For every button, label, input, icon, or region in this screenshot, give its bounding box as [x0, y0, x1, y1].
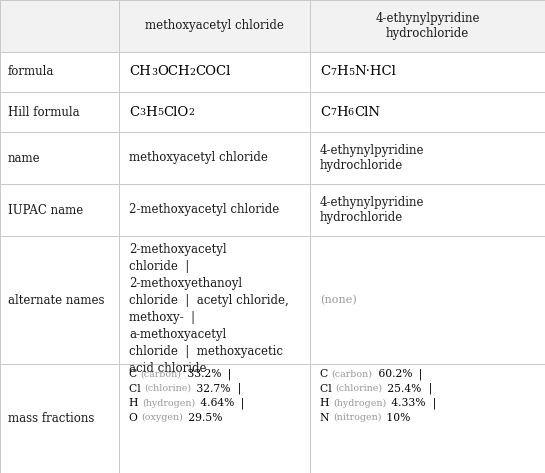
- Text: H: H: [320, 398, 333, 408]
- Text: N·HCl: N·HCl: [354, 65, 396, 79]
- Bar: [0, 0, 545, 52]
- Text: Cl: Cl: [129, 384, 144, 394]
- Text: COCl: COCl: [196, 65, 231, 79]
- Text: N: N: [320, 412, 333, 422]
- Text: ClO: ClO: [163, 105, 188, 119]
- Text: H: H: [336, 65, 348, 79]
- Text: methoxyacetyl chloride: methoxyacetyl chloride: [129, 151, 268, 165]
- Text: C: C: [320, 369, 331, 379]
- Text: C: C: [129, 105, 139, 119]
- Text: 25.4%: 25.4%: [384, 384, 422, 394]
- Text: 32.7%: 32.7%: [193, 384, 231, 394]
- Text: |: |: [234, 397, 245, 409]
- Text: 5: 5: [157, 108, 163, 117]
- Text: 3: 3: [139, 108, 146, 117]
- Text: mass fractions: mass fractions: [8, 412, 94, 425]
- Text: (hydrogen): (hydrogen): [142, 398, 195, 408]
- Text: 6: 6: [348, 108, 354, 117]
- Text: (chlorine): (chlorine): [335, 384, 382, 393]
- Text: (oxygen): (oxygen): [141, 413, 183, 422]
- Text: 4-ethynylpyridine
hydrochloride: 4-ethynylpyridine hydrochloride: [376, 12, 480, 40]
- Text: 29.5%: 29.5%: [185, 412, 222, 422]
- Text: C: C: [129, 369, 141, 379]
- Text: methoxyacetyl chloride: methoxyacetyl chloride: [145, 19, 284, 33]
- Text: ClN: ClN: [354, 105, 380, 119]
- Text: C: C: [320, 105, 330, 119]
- Text: 33.2%: 33.2%: [184, 369, 221, 379]
- Text: H: H: [146, 105, 157, 119]
- Text: |: |: [426, 397, 436, 409]
- Text: (carbon): (carbon): [331, 369, 373, 378]
- Text: |: |: [412, 368, 422, 380]
- Text: O: O: [129, 412, 141, 422]
- Text: (carbon): (carbon): [141, 369, 181, 378]
- Text: (chlorine): (chlorine): [144, 384, 191, 393]
- Text: name: name: [8, 151, 41, 165]
- Text: 7: 7: [330, 68, 336, 77]
- Text: |: |: [221, 368, 232, 380]
- Text: (nitrogen): (nitrogen): [333, 413, 382, 422]
- Text: C: C: [320, 65, 330, 79]
- Text: 10%: 10%: [383, 412, 410, 422]
- Text: (none): (none): [320, 295, 357, 305]
- Text: 4-ethynylpyridine
hydrochloride: 4-ethynylpyridine hydrochloride: [320, 196, 425, 224]
- Text: 2-methoxyacetyl chloride: 2-methoxyacetyl chloride: [129, 203, 279, 217]
- Text: 4.64%: 4.64%: [197, 398, 234, 408]
- Text: 60.2%: 60.2%: [374, 369, 412, 379]
- Text: 7: 7: [330, 108, 336, 117]
- Text: CH: CH: [129, 65, 151, 79]
- Text: OCH: OCH: [157, 65, 190, 79]
- Text: IUPAC name: IUPAC name: [8, 203, 83, 217]
- Text: 2: 2: [188, 108, 194, 117]
- Text: 5: 5: [348, 68, 354, 77]
- Text: 4.33%: 4.33%: [388, 398, 426, 408]
- Text: formula: formula: [8, 65, 54, 79]
- Text: 2: 2: [190, 68, 196, 77]
- Text: |: |: [422, 383, 432, 394]
- Text: alternate names: alternate names: [8, 294, 105, 307]
- Text: 3: 3: [151, 68, 157, 77]
- Text: Cl: Cl: [320, 384, 335, 394]
- Text: H: H: [129, 398, 142, 408]
- Text: |: |: [231, 383, 241, 394]
- Text: Hill formula: Hill formula: [8, 105, 80, 119]
- Text: (hydrogen): (hydrogen): [333, 398, 386, 408]
- Text: 4-ethynylpyridine
hydrochloride: 4-ethynylpyridine hydrochloride: [320, 144, 425, 172]
- Text: 2-methoxyacetyl
chloride  |
2-methoxyethanoyl
chloride  |  acetyl chloride,
meth: 2-methoxyacetyl chloride | 2-methoxyetha…: [129, 243, 289, 375]
- Text: H: H: [336, 105, 348, 119]
